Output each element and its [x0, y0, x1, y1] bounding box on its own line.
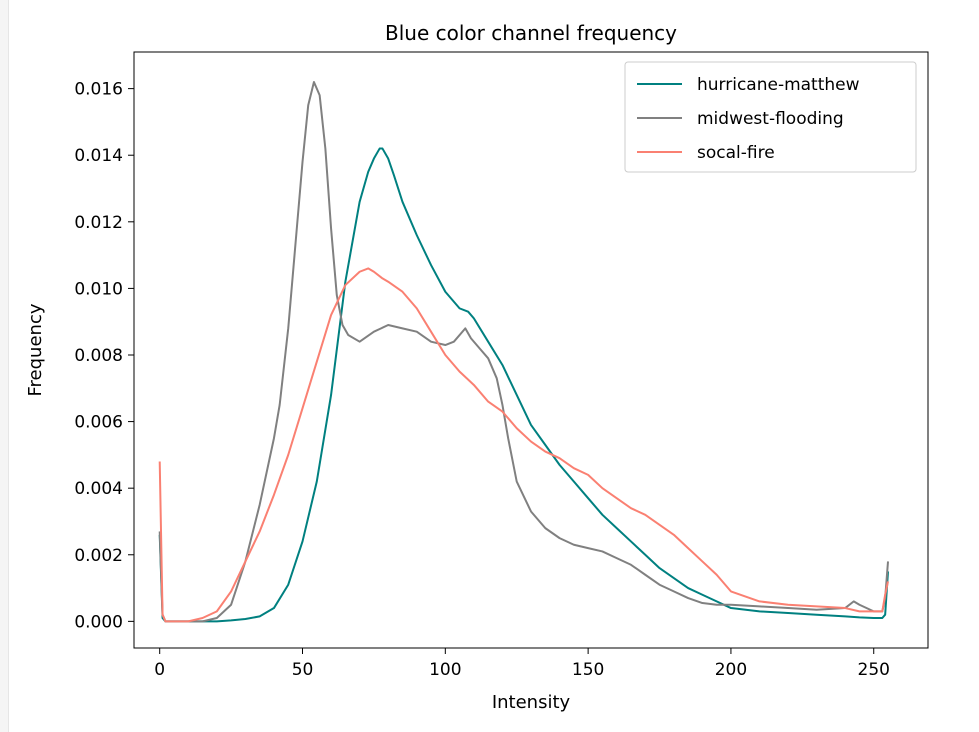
y-tick-label: 0.012	[74, 213, 123, 233]
y-tick-label: 0.010	[74, 279, 123, 299]
series-line-midwest-flooding	[158, 80, 890, 623]
page-gutter	[0, 0, 9, 732]
chart-title: Blue color channel frequency	[385, 21, 677, 45]
x-axis-ticks: 0 50 100 150 200 250	[154, 648, 890, 680]
legend: hurricane-matthew midwest-flooding socal-f…	[624, 61, 917, 173]
y-tick-label: 0.004	[74, 479, 123, 499]
x-axis-label: Intensity	[492, 692, 571, 713]
x-tick-label: 250	[858, 660, 890, 680]
series-layer	[158, 80, 890, 623]
legend-label-midwest-flooding: midwest-flooding	[697, 109, 844, 129]
y-tick-label: 0.014	[74, 146, 123, 166]
x-tick-label: 200	[715, 660, 747, 680]
plot-area	[133, 51, 929, 649]
x-tick-label: 150	[572, 660, 604, 680]
y-axis-label: Frequency	[25, 303, 46, 396]
y-axis-ticks: 0.000 0.002 0.004 0.006 0.008 0.010 0.012 0.014…	[74, 80, 134, 632]
y-tick-label: 0.016	[74, 80, 123, 100]
series-line-socal-fire	[158, 267, 889, 623]
x-tick-label: 0	[154, 660, 165, 680]
x-tick-label: 50	[292, 660, 314, 680]
y-tick-label: 0.006	[74, 413, 123, 433]
legend-box	[624, 61, 917, 173]
legend-label-hurricane-matthew: hurricane-matthew	[697, 75, 860, 95]
legend-label-socal-fire: socal-fire	[697, 143, 775, 163]
plot-frame	[133, 51, 929, 649]
y-tick-label: 0.008	[74, 346, 123, 366]
y-tick-label: 0.000	[74, 612, 123, 632]
series-line-hurricane-matthew	[158, 147, 890, 623]
x-tick-label: 100	[429, 660, 461, 680]
y-tick-label: 0.002	[74, 546, 123, 566]
